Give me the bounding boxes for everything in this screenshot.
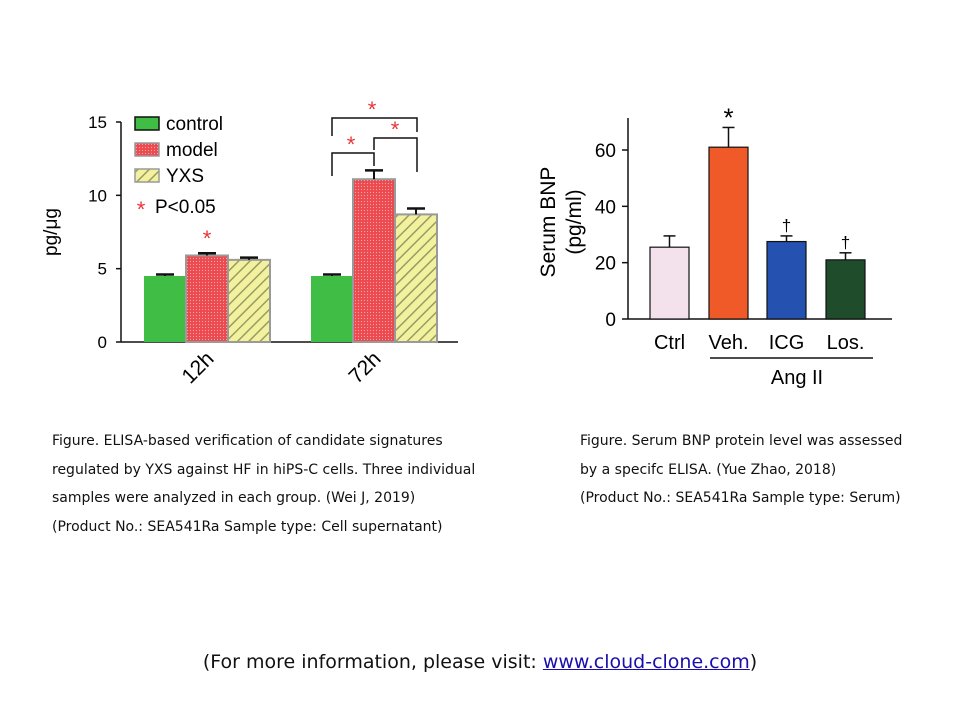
bar-control-12h: [144, 276, 186, 342]
y-tick-label: 40: [595, 197, 616, 218]
y-tick-label: 5: [98, 260, 107, 279]
significance-marker: †: [782, 216, 791, 235]
significance-star: *: [347, 132, 356, 157]
legend-label: YXS: [166, 166, 204, 187]
bar-yxs-72h: [394, 213, 438, 343]
x-tick-label: 72h: [344, 347, 385, 388]
y-tick-label: 15: [88, 113, 107, 132]
footer-info: (For more information, please visit: www…: [0, 651, 960, 673]
caption-left-line: (Product No.: SEA541Ra Sample type: Cell…: [52, 518, 443, 535]
caption-right-line: by a specifc ELISA. (Yue Zhao, 2018): [580, 461, 837, 478]
caption-right-line: (Product No.: SEA541Ra Sample type: Seru…: [580, 490, 901, 506]
significance-star: *: [391, 117, 400, 142]
legend-label: control: [166, 114, 223, 135]
caption-left-line: Figure. ELISA-based verification of cand…: [52, 433, 443, 449]
caption-left-line: regulated by YXS against HF in hiPS-C ce…: [52, 461, 476, 478]
legend-label: model: [166, 140, 218, 161]
caption-right: Figure. Serum BNP protein level was asse…: [580, 427, 902, 513]
bar-model-12h: [185, 254, 229, 343]
bar-icg: [766, 240, 807, 320]
left-bar-chart: 0 5 10 15 pg/μg 12h 72h * * * * control model YXS * P<0…: [41, 97, 458, 388]
footer-suffix: ): [749, 651, 758, 673]
bar-los: [825, 259, 866, 320]
footer-prefix: (For more information, please visit:: [202, 651, 543, 673]
caption-left: Figure. ELISA-based verification of cand…: [52, 427, 475, 541]
y-tick-label: 0: [98, 333, 107, 352]
bar-veh: [708, 146, 749, 320]
x-tick-label: 12h: [177, 347, 218, 388]
caption-left-line: samples were analyzed in each group. (We…: [52, 490, 416, 506]
legend-significance-label: P<0.05: [155, 197, 216, 218]
y-axis-label-line2: (pg/ml): [563, 189, 586, 254]
bar-model-72h: [352, 178, 396, 343]
x-tick-label: ICG: [769, 332, 805, 354]
x-tick-label: Ctrl: [654, 332, 685, 354]
significance-star: *: [368, 97, 377, 122]
legend-swatch-yxs: [134, 168, 160, 183]
bracket-control-yxs: [331, 117, 418, 136]
bracket-model-yxs: [373, 137, 418, 172]
website-link[interactable]: www.cloud-clone.com: [542, 651, 750, 673]
x-tick-label: Los.: [827, 332, 865, 354]
bar-yxs-12h: [227, 258, 271, 343]
bar-control-72h: [311, 276, 353, 342]
legend-swatch-control: [134, 116, 160, 131]
caption-right-line: Figure. Serum BNP protein level was asse…: [580, 433, 903, 449]
bar-ctrl: [649, 246, 690, 320]
y-axis-label-line1: Serum BNP: [537, 167, 560, 278]
significance-star: *: [203, 226, 212, 251]
y-tick-label: 60: [595, 141, 616, 162]
bracket-control-model: [331, 152, 375, 176]
right-bar-chart: 0 20 40 60 Serum BNP (pg/ml) Ctrl Veh. * ICG † Los.…: [537, 102, 892, 389]
y-tick-label: 20: [595, 254, 616, 275]
x-tick-label: Veh.: [708, 332, 748, 354]
y-axis-label: pg/μg: [41, 208, 62, 256]
group-label: Ang II: [771, 367, 823, 389]
legend-significance-star: *: [137, 197, 146, 222]
significance-marker: *: [723, 102, 733, 132]
legend-swatch-model: [134, 142, 160, 157]
significance-marker: †: [841, 233, 850, 252]
y-tick-label: 0: [605, 310, 616, 331]
y-tick-label: 10: [88, 186, 107, 205]
